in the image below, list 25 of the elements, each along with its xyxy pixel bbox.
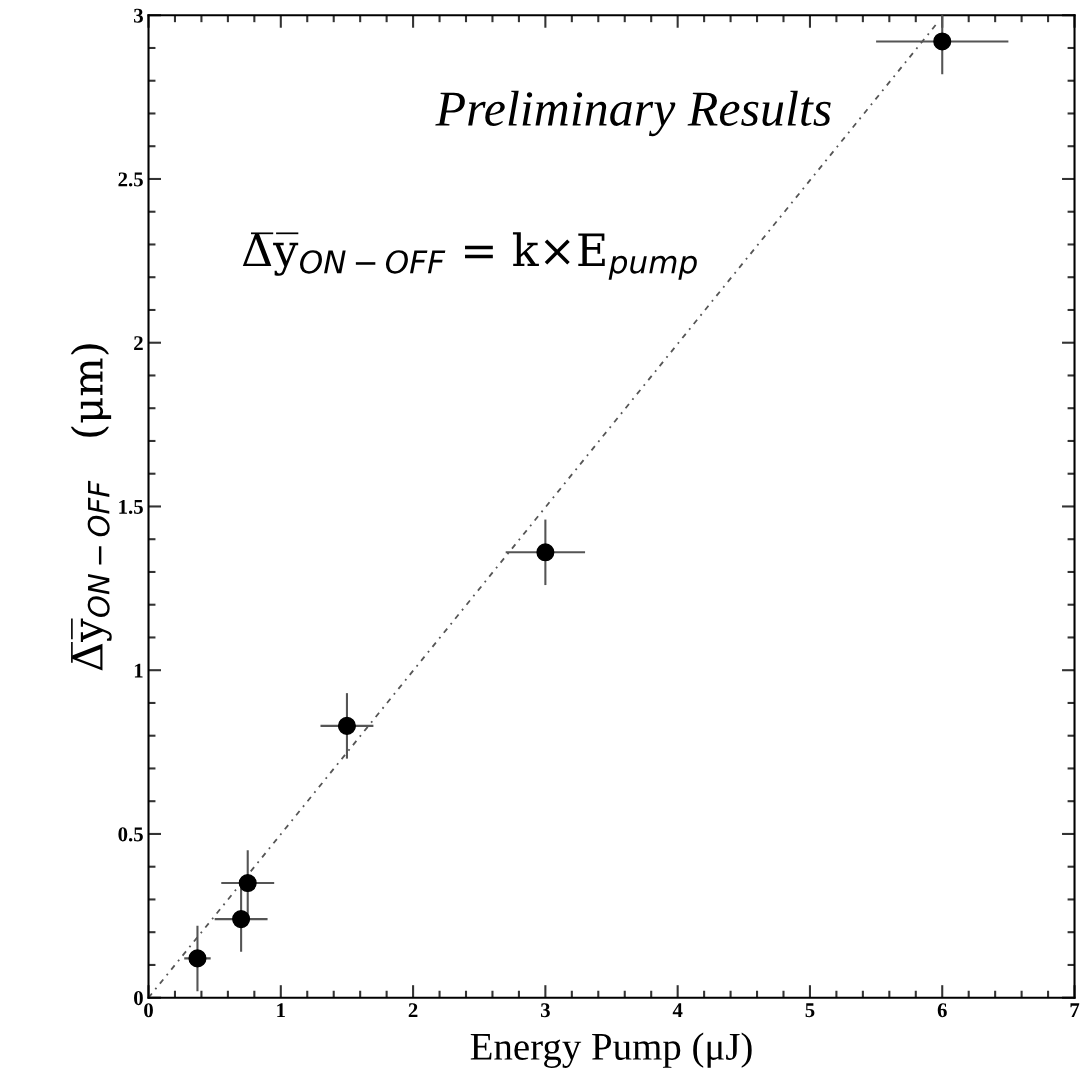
text: Δ̅y̅$_{ON−OFF}$ (μm) bbox=[70, 344, 112, 671]
x-tick-label: 5 bbox=[805, 1003, 815, 1018]
y-tick-label: 1.5 bbox=[119, 499, 143, 514]
annotation: Δ̅y̅$_{ON−OFF}$ = k×E$_{pump}$ bbox=[242, 232, 697, 280]
y-tick-label: 1 bbox=[134, 663, 143, 678]
annotation: Preliminary Results bbox=[435, 90, 831, 137]
x-tick-label: 7 bbox=[1070, 1003, 1080, 1018]
point bbox=[536, 543, 555, 562]
x-tick-label: 3 bbox=[540, 1003, 550, 1018]
point bbox=[188, 949, 207, 968]
x-tick-label: 0 bbox=[144, 1003, 153, 1018]
y-tick-label: 0.5 bbox=[118, 827, 143, 842]
y-tick-label: 2 bbox=[134, 336, 143, 350]
y-tick-label: 0 bbox=[134, 991, 143, 1006]
x-tick-label: 1 bbox=[277, 1003, 285, 1018]
x-axis-title: Energy Pump (μJ) bbox=[470, 1032, 752, 1068]
point bbox=[238, 874, 257, 893]
point bbox=[933, 32, 952, 51]
point bbox=[337, 716, 356, 735]
y-tick-label: 2.5 bbox=[118, 172, 143, 187]
x-tick-label: 6 bbox=[937, 1003, 947, 1018]
point bbox=[232, 910, 251, 929]
x-tick-label: 2 bbox=[408, 1003, 418, 1018]
y-tick-label: 3 bbox=[134, 8, 143, 23]
x-tick-label: 4 bbox=[672, 1003, 683, 1018]
